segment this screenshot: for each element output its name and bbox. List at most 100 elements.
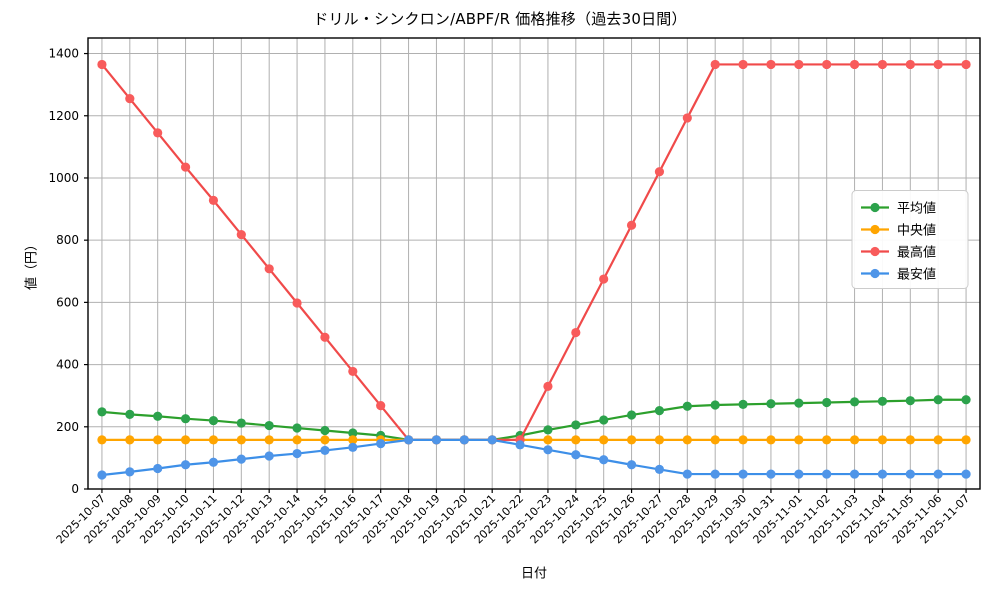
series-marker (877, 469, 888, 479)
series-line (100, 438, 968, 477)
series-marker (236, 229, 246, 240)
series-marker (97, 470, 107, 480)
series-marker (599, 455, 609, 465)
series-marker (738, 399, 748, 409)
series-marker (877, 435, 888, 445)
series-marker (292, 298, 302, 308)
series-marker (626, 435, 637, 445)
series-marker (208, 415, 219, 426)
series-marker (933, 395, 943, 405)
series-marker (822, 435, 832, 445)
legend-label: 中央値 (897, 223, 936, 239)
series-marker (654, 167, 665, 177)
series-marker (794, 469, 804, 479)
series-marker (180, 162, 191, 172)
y-tick-label: 600 (56, 295, 79, 309)
y-tick-label: 400 (56, 358, 79, 372)
series-marker (682, 113, 692, 123)
series-marker (849, 397, 860, 407)
series-marker (794, 435, 804, 445)
series-marker (515, 440, 525, 450)
series-marker (766, 435, 776, 445)
series-marker (236, 418, 246, 428)
series-marker (571, 420, 581, 430)
series-marker (710, 400, 720, 410)
data-series-layer (97, 59, 971, 480)
legend-box (851, 190, 969, 289)
series-marker (208, 195, 219, 205)
series-marker (961, 395, 971, 405)
series-marker (487, 435, 497, 445)
series-marker (180, 435, 191, 445)
series-marker (543, 425, 553, 435)
series-marker (320, 425, 330, 436)
series-marker (877, 59, 888, 70)
y-tick-label: 200 (56, 420, 79, 434)
series-marker (571, 435, 581, 445)
series-marker (738, 59, 748, 70)
series-marker (682, 469, 692, 479)
series-marker (292, 423, 302, 433)
series-marker (543, 381, 553, 391)
series-marker (710, 469, 720, 479)
series-marker (905, 435, 915, 445)
series-marker (738, 435, 748, 445)
series-marker (97, 59, 107, 70)
legend-marker-swatch (870, 246, 880, 257)
series-line (100, 63, 968, 441)
series-marker (849, 469, 860, 479)
series-marker (348, 366, 358, 377)
series-marker (822, 397, 832, 408)
series-marker (459, 435, 469, 445)
legend-marker-swatch (870, 224, 880, 235)
series-marker (236, 454, 246, 464)
series-marker (264, 451, 274, 461)
series-marker (571, 450, 581, 460)
series-marker (822, 59, 832, 70)
series-marker (153, 411, 163, 421)
y-tick-label: 1200 (48, 109, 79, 123)
x-axis-label: 日付 (520, 566, 548, 582)
series-marker (766, 469, 776, 479)
y-tick-label: 1400 (48, 47, 79, 61)
series-marker (348, 435, 358, 445)
y-axis-ticks: 0 200 400 600 800 1000 1200 1400 (48, 47, 88, 496)
series-marker (320, 435, 330, 445)
series-marker (849, 59, 860, 70)
y-tick-label: 0 (71, 482, 79, 496)
series-marker (125, 435, 135, 445)
series-marker (97, 407, 107, 417)
series-marker (905, 469, 915, 479)
series-marker (933, 469, 943, 479)
series-marker (599, 435, 609, 445)
legend-marker-swatch (870, 268, 880, 279)
series-marker (961, 59, 971, 70)
series-marker (961, 435, 971, 445)
x-axis-ticks: 2025-10-072025-10-082025-10-092025-10-10… (54, 489, 972, 546)
series-marker (933, 59, 943, 70)
series-marker (766, 59, 776, 70)
series-marker (125, 409, 135, 419)
y-tick-label: 800 (56, 233, 79, 247)
series-marker (543, 435, 553, 445)
series-marker (348, 442, 358, 452)
series-marker (849, 435, 860, 445)
series-marker (125, 94, 135, 104)
series-marker (431, 435, 442, 445)
gridlines (88, 38, 980, 490)
series-marker (208, 435, 219, 445)
series-marker (682, 401, 692, 411)
series-marker (626, 460, 637, 470)
series-marker (236, 435, 246, 445)
series-marker (905, 396, 915, 406)
series-marker (682, 435, 692, 445)
y-tick-label: 1000 (48, 171, 79, 185)
series-marker (292, 448, 302, 459)
chart-title: ドリル・シンクロン/ABPF/R 価格推移（過去30日間） (313, 10, 687, 28)
series-marker (348, 428, 358, 438)
series-marker (710, 435, 720, 445)
series-marker (738, 469, 748, 479)
series-marker (905, 59, 915, 70)
series-marker (264, 264, 274, 274)
